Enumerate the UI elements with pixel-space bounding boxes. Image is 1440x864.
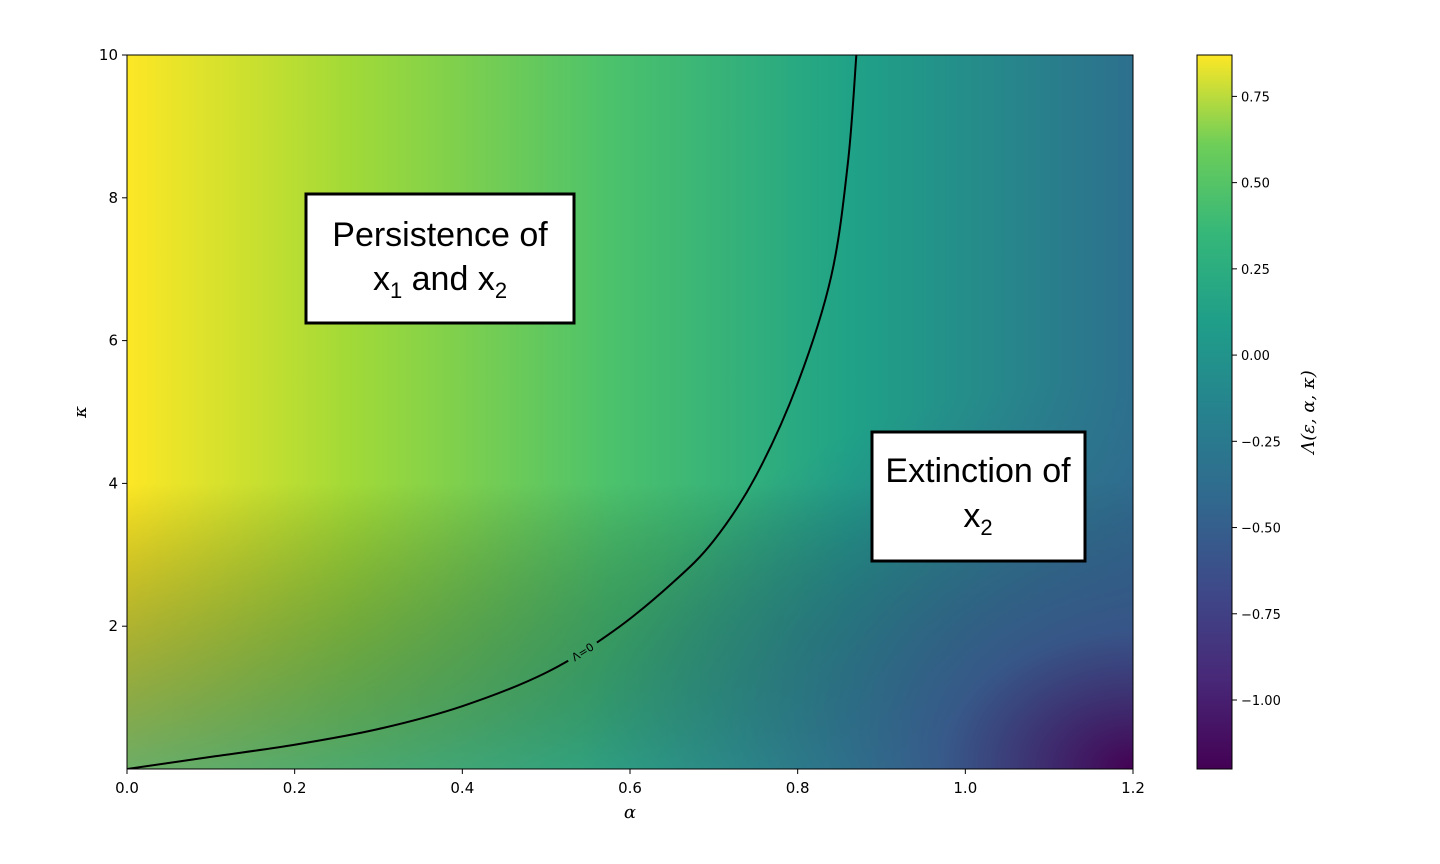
y-tick-label: 8 (108, 189, 118, 207)
colorbar-tick-label: −1.00 (1241, 694, 1281, 709)
x-tick-label: 0.4 (450, 779, 474, 797)
annotation-extinction-line1: Extinction of (885, 452, 1071, 490)
contour-line (127, 55, 858, 769)
x-axis-label: α (624, 802, 636, 823)
annotation-persistence-line1: Persistence of (332, 216, 548, 254)
colorbar-label: Λ(ε, α, κ) (1298, 370, 1319, 456)
colorbar-gradient (1196, 54, 1233, 770)
colorbar-tick-label: −0.25 (1241, 435, 1281, 450)
annotation-extinction: Extinction of x2 (870, 430, 1087, 563)
y-tick-label: 6 (108, 332, 118, 350)
colorbar-tick-label: 0.25 (1241, 263, 1270, 278)
x-tick-label: 0.2 (283, 779, 307, 797)
x-tick-label: 0.8 (786, 779, 810, 797)
x-tick-label: 0.6 (618, 779, 642, 797)
colorbar: 0.75 0.50 0.25 0.00 −0.25 −0.50 −0.75 −1.00 Λ(ε… (1196, 54, 1319, 770)
heatmap-corner-shade (127, 55, 1133, 769)
colorbar-ticks: 0.75 0.50 0.25 0.00 −0.25 −0.50 −0.75 −1.00 (1232, 90, 1281, 709)
y-axis-label: κ (70, 406, 91, 419)
colorbar-tick-label: −0.75 (1241, 608, 1281, 623)
x-axis: 0.0 0.2 0.4 0.6 0.8 1.0 1.2 (115, 769, 1145, 797)
annotation-persistence-box (304, 192, 576, 325)
y-tick-label: 2 (108, 617, 118, 635)
x-tick-label: 1.0 (953, 779, 977, 797)
annotation-persistence-line2: x1 and x2 (373, 260, 507, 303)
x-tick-label: 1.2 (1121, 779, 1145, 797)
y-tick-label: 4 (108, 474, 118, 492)
annotation-extinction-box (870, 430, 1087, 563)
y-tick-label: 10 (99, 46, 118, 64)
heatmap-field (127, 55, 1133, 769)
colorbar-tick-label: 0.50 (1241, 177, 1270, 192)
y-axis: 2 4 6 8 10 (99, 46, 127, 635)
colorbar-tick-label: 0.75 (1241, 90, 1270, 105)
colorbar-tick-label: −0.50 (1241, 522, 1281, 537)
annotation-persistence: Persistence of x1 and x2 (304, 192, 576, 325)
x-tick-label: 0.0 (115, 779, 139, 797)
colorbar-tick-label: 0.00 (1241, 349, 1270, 364)
annotation-extinction-line2: x2 (963, 497, 992, 540)
